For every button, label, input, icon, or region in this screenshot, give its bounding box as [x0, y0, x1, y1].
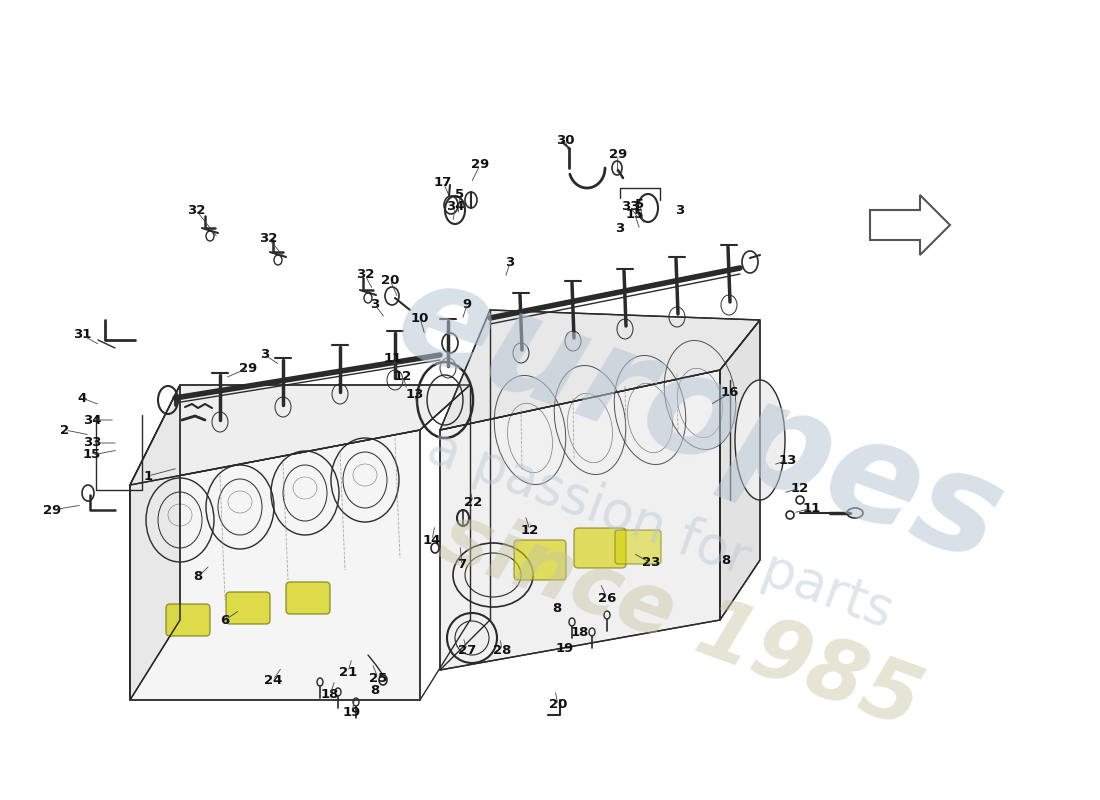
Text: 5: 5 — [455, 189, 464, 202]
FancyBboxPatch shape — [226, 592, 270, 624]
FancyBboxPatch shape — [514, 540, 566, 580]
Text: 28: 28 — [493, 643, 512, 657]
Text: 3: 3 — [505, 257, 515, 270]
Text: 14: 14 — [422, 534, 441, 546]
FancyBboxPatch shape — [166, 604, 210, 636]
Text: 16: 16 — [720, 386, 739, 399]
Text: 15: 15 — [82, 449, 101, 462]
Text: 2: 2 — [60, 423, 69, 437]
Text: 32: 32 — [187, 203, 206, 217]
Text: 29: 29 — [609, 149, 627, 162]
Text: 31: 31 — [73, 329, 91, 342]
Polygon shape — [720, 320, 760, 620]
Text: 21: 21 — [339, 666, 358, 678]
Text: 11: 11 — [384, 351, 403, 365]
Text: 19: 19 — [343, 706, 361, 718]
Polygon shape — [440, 370, 720, 670]
Text: 25: 25 — [368, 671, 387, 685]
FancyBboxPatch shape — [286, 582, 330, 614]
Polygon shape — [440, 310, 760, 430]
Text: 26: 26 — [597, 591, 616, 605]
Text: a passion for parts: a passion for parts — [420, 422, 900, 638]
Text: 18: 18 — [571, 626, 590, 638]
Text: 12: 12 — [791, 482, 810, 494]
Text: 6: 6 — [220, 614, 230, 626]
Text: 18: 18 — [321, 689, 339, 702]
Text: 1: 1 — [143, 470, 153, 482]
Text: 4: 4 — [77, 391, 87, 405]
Text: 3: 3 — [615, 222, 625, 234]
Text: 8: 8 — [552, 602, 562, 614]
Text: 34: 34 — [82, 414, 101, 426]
Text: 29: 29 — [471, 158, 490, 171]
Text: 3: 3 — [371, 298, 380, 311]
Ellipse shape — [735, 380, 785, 500]
Polygon shape — [130, 430, 420, 700]
FancyBboxPatch shape — [574, 528, 626, 568]
Text: 15: 15 — [626, 209, 645, 222]
Text: 33: 33 — [620, 201, 639, 214]
Text: europes: europes — [379, 248, 1021, 592]
Text: 17: 17 — [433, 175, 452, 189]
Text: 3: 3 — [675, 203, 684, 217]
Text: 30: 30 — [556, 134, 574, 146]
Polygon shape — [130, 385, 180, 700]
FancyBboxPatch shape — [615, 530, 661, 564]
Text: 10: 10 — [410, 311, 429, 325]
Text: 11: 11 — [803, 502, 821, 514]
Text: 3: 3 — [261, 349, 270, 362]
Text: 13: 13 — [779, 454, 798, 466]
Text: 8: 8 — [371, 683, 380, 697]
Text: 20: 20 — [549, 698, 568, 711]
Text: 32: 32 — [258, 231, 277, 245]
Text: 13: 13 — [406, 389, 425, 402]
Text: 12: 12 — [394, 370, 412, 382]
Text: 8: 8 — [194, 570, 202, 583]
Text: 24: 24 — [264, 674, 283, 686]
Text: 32: 32 — [355, 269, 374, 282]
Text: 12: 12 — [521, 523, 539, 537]
Text: 20: 20 — [381, 274, 399, 286]
Polygon shape — [130, 385, 470, 485]
Text: 29: 29 — [239, 362, 257, 374]
Text: 22: 22 — [464, 495, 482, 509]
Text: 8: 8 — [722, 554, 730, 566]
Text: since 1985: since 1985 — [429, 496, 931, 744]
Text: 19: 19 — [556, 642, 574, 654]
Text: 29: 29 — [43, 503, 62, 517]
Text: 9: 9 — [462, 298, 472, 311]
Text: 27: 27 — [458, 643, 476, 657]
Text: 33: 33 — [82, 437, 101, 450]
Text: 34: 34 — [446, 201, 464, 214]
Text: 23: 23 — [641, 557, 660, 570]
Text: 7: 7 — [458, 558, 466, 571]
Text: 5: 5 — [636, 198, 645, 211]
